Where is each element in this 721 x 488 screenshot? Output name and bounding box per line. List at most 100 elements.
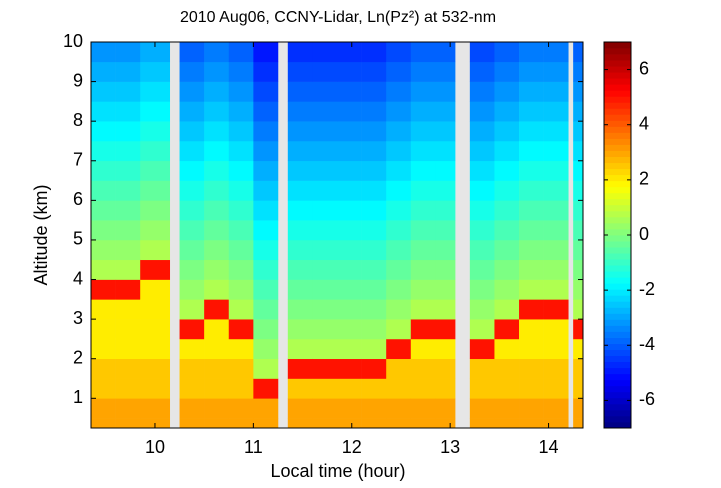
heatmap-cell [287, 338, 313, 360]
heatmap-cell [494, 299, 520, 320]
heatmap-cell [573, 358, 584, 379]
heatmap-cell [494, 279, 520, 300]
heatmap-cell [543, 121, 569, 142]
colorbar-swatch [604, 415, 631, 423]
heatmap-cell [494, 160, 520, 181]
heatmap-cell [361, 398, 387, 419]
heatmap-cell [469, 338, 495, 360]
heatmap-cell [140, 358, 171, 379]
heatmap-cell [494, 338, 520, 360]
heatmap-cell [179, 398, 205, 419]
heatmap-cell [91, 101, 116, 122]
heatmap-cell [410, 42, 436, 63]
heatmap-cell [469, 418, 495, 429]
heatmap-cell [519, 81, 544, 102]
colorbar-swatch [604, 168, 631, 176]
colorbar-swatch [604, 337, 631, 344]
heatmap-cell [494, 140, 520, 162]
heatmap-cell [115, 259, 141, 280]
heatmap-cell [543, 42, 569, 63]
heatmap-cell [410, 338, 436, 360]
heatmap-cell [361, 319, 387, 340]
heatmap-cell [204, 299, 230, 320]
heatmap-cell [312, 61, 338, 82]
heatmap-cell [228, 101, 254, 122]
heatmap-cell [312, 121, 338, 142]
heatmap-cell [287, 398, 313, 419]
heatmap-cell [386, 259, 412, 280]
heatmap-cell [469, 239, 495, 261]
heatmap-cell [410, 180, 436, 201]
colorbar-swatch [604, 54, 631, 61]
colorbar-swatch [604, 361, 631, 369]
heatmap-cell [573, 319, 584, 340]
heatmap-cell [543, 180, 569, 201]
x-tick-label: 10 [145, 437, 165, 457]
colorbar-swatch [604, 192, 631, 200]
heatmap-cell [253, 140, 279, 162]
heatmap-cell [519, 140, 544, 162]
heatmap-cell [312, 299, 338, 320]
colorbar-swatch [604, 349, 631, 357]
heatmap-cell [179, 378, 205, 399]
colorbar-swatch [604, 331, 631, 338]
colorbar-swatch [604, 144, 631, 151]
heatmap-cell [494, 220, 520, 241]
heatmap-cell [543, 220, 569, 241]
colorbar-swatch [604, 216, 631, 224]
heatmap-cell [543, 319, 569, 340]
colorbar-swatch [604, 84, 631, 91]
heatmap-cell [91, 259, 116, 280]
heatmap-cell [361, 259, 387, 280]
colorbar-tick-label: 4 [639, 113, 649, 133]
heatmap-cell [204, 200, 230, 221]
heatmap-cell [228, 121, 254, 142]
heatmap-cell [115, 180, 141, 201]
heatmap-cell [204, 160, 230, 181]
heatmap-cell [469, 378, 495, 399]
heatmap-cell [543, 160, 569, 181]
heatmap-cell [361, 101, 387, 122]
heatmap-cell [543, 398, 569, 419]
colorbar-swatch [604, 343, 631, 350]
x-tick-label: 11 [244, 437, 263, 457]
heatmap-cell [386, 81, 412, 102]
heatmap-cell [469, 101, 495, 122]
heatmap-cell [204, 259, 230, 280]
colorbar-swatch [604, 66, 631, 73]
heatmap-cell [435, 418, 456, 429]
heatmap-cell [435, 398, 456, 419]
heatmap-cell [410, 418, 436, 429]
heatmap-cell [337, 160, 362, 181]
heatmap-cell [410, 200, 436, 221]
colorbar-swatch [604, 271, 631, 278]
heatmap-cell [312, 220, 338, 241]
heatmap-cell [435, 140, 456, 162]
heatmap-cell [204, 101, 230, 122]
heatmap-cell [204, 398, 230, 419]
heatmap-cell [337, 319, 362, 340]
colorbar-tick-label: -6 [639, 389, 655, 409]
heatmap-cell [494, 200, 520, 221]
heatmap-cell [435, 81, 456, 102]
heatmap-cell [337, 101, 362, 122]
colorbar-swatch [604, 162, 631, 170]
heatmap-cell [494, 398, 520, 419]
x-tick-label: 12 [342, 437, 362, 457]
heatmap-cell [115, 200, 141, 221]
colorbar-swatch [604, 90, 631, 97]
heatmap-cell [312, 81, 338, 102]
heatmap-cell [435, 61, 456, 82]
chart-title: 2010 Aug06, CCNY-Lidar, Ln(Pz²) at 532-n… [180, 9, 496, 26]
heatmap-cell [253, 299, 279, 320]
heatmap-cell [115, 239, 141, 261]
heatmap-cell [179, 101, 205, 122]
heatmap-cell [140, 42, 171, 63]
heatmap-cell [140, 200, 171, 221]
heatmap-cell [228, 259, 254, 280]
heatmap-cell [228, 299, 254, 320]
heatmap-cell [179, 180, 205, 201]
heatmap-cell [519, 220, 544, 241]
heatmap-cell [204, 338, 230, 360]
heatmap-cell [115, 160, 141, 181]
